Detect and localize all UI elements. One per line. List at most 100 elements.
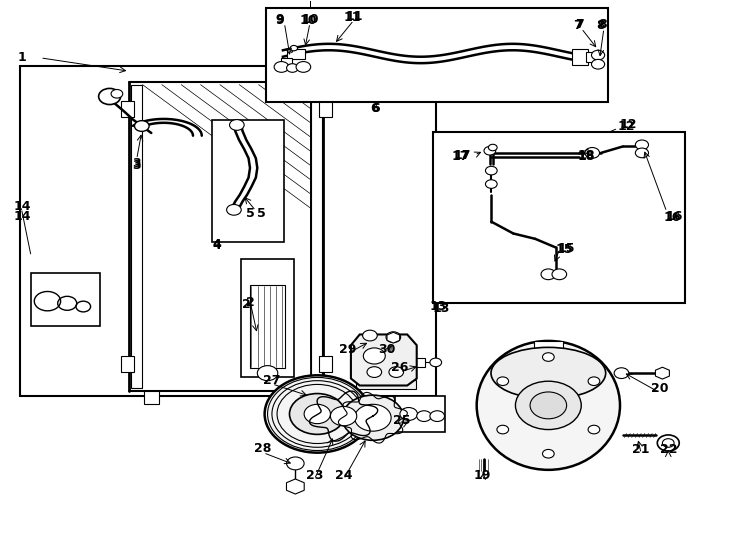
Text: 6: 6 <box>371 103 380 116</box>
Circle shape <box>592 59 605 69</box>
Text: 9: 9 <box>276 14 284 26</box>
Bar <box>212 119 283 242</box>
Bar <box>356 380 416 389</box>
Circle shape <box>386 332 401 342</box>
Circle shape <box>530 392 567 419</box>
Circle shape <box>296 62 310 72</box>
Ellipse shape <box>491 347 606 399</box>
Text: 5: 5 <box>257 207 266 220</box>
Circle shape <box>488 144 497 151</box>
Text: 23: 23 <box>305 469 323 482</box>
Text: 10: 10 <box>299 14 317 26</box>
Text: 8: 8 <box>598 18 607 31</box>
Text: 24: 24 <box>335 469 352 482</box>
Bar <box>241 259 294 377</box>
Circle shape <box>400 408 418 421</box>
Text: 10: 10 <box>301 12 319 25</box>
Circle shape <box>657 435 679 451</box>
Circle shape <box>662 438 674 447</box>
Text: 9: 9 <box>276 12 284 25</box>
Circle shape <box>588 426 600 434</box>
Circle shape <box>342 395 404 440</box>
Text: 17: 17 <box>452 150 469 163</box>
Text: 3: 3 <box>132 159 141 172</box>
Circle shape <box>636 140 649 150</box>
Text: 28: 28 <box>255 442 272 455</box>
Text: 14: 14 <box>13 210 31 223</box>
Bar <box>120 356 134 372</box>
Bar <box>280 58 291 64</box>
Text: 3: 3 <box>132 157 141 170</box>
Circle shape <box>497 377 509 386</box>
Bar <box>395 396 445 432</box>
Circle shape <box>614 368 629 379</box>
Bar <box>534 341 563 354</box>
Bar <box>415 358 426 367</box>
Bar <box>144 391 159 404</box>
Circle shape <box>111 90 123 98</box>
Circle shape <box>389 367 404 377</box>
Bar <box>433 132 685 303</box>
Text: 16: 16 <box>666 210 683 223</box>
Circle shape <box>484 146 495 155</box>
Text: 7: 7 <box>573 19 582 32</box>
Text: 5: 5 <box>246 207 255 220</box>
Circle shape <box>265 375 370 453</box>
Circle shape <box>485 166 497 175</box>
Text: 15: 15 <box>557 242 575 255</box>
Text: 4: 4 <box>213 238 222 251</box>
Circle shape <box>515 381 581 429</box>
Text: 12: 12 <box>618 119 636 132</box>
Text: 13: 13 <box>433 302 450 315</box>
Bar <box>319 101 332 117</box>
Circle shape <box>636 148 649 158</box>
Circle shape <box>286 457 304 470</box>
Bar <box>319 356 332 372</box>
Polygon shape <box>351 334 417 386</box>
Circle shape <box>542 353 554 361</box>
Circle shape <box>585 147 600 158</box>
Text: 18: 18 <box>578 150 595 163</box>
Text: 4: 4 <box>213 239 222 252</box>
Bar <box>131 85 142 388</box>
Circle shape <box>497 426 509 434</box>
Text: 11: 11 <box>344 11 361 24</box>
Text: 16: 16 <box>664 211 681 224</box>
Text: 27: 27 <box>264 374 280 387</box>
Bar <box>20 66 437 396</box>
Circle shape <box>290 45 297 51</box>
Bar <box>310 85 321 388</box>
Circle shape <box>541 269 556 280</box>
Text: 15: 15 <box>556 243 573 256</box>
Text: 17: 17 <box>454 148 470 161</box>
Circle shape <box>363 330 377 341</box>
Bar <box>586 52 594 62</box>
Circle shape <box>304 404 330 424</box>
Circle shape <box>230 119 244 130</box>
Text: 11: 11 <box>345 10 363 23</box>
Circle shape <box>485 180 497 188</box>
Text: 2: 2 <box>242 299 251 312</box>
Circle shape <box>367 367 382 377</box>
Circle shape <box>330 407 357 426</box>
Text: 6: 6 <box>370 103 379 116</box>
Bar <box>266 9 608 103</box>
Bar <box>120 101 134 117</box>
Bar <box>31 273 100 326</box>
Circle shape <box>98 89 120 105</box>
Text: 7: 7 <box>575 18 584 31</box>
Circle shape <box>430 411 445 422</box>
Text: 29: 29 <box>339 343 357 356</box>
Bar <box>294 391 308 404</box>
Text: 22: 22 <box>660 443 677 456</box>
Bar <box>286 49 305 59</box>
Text: 8: 8 <box>597 19 606 32</box>
Text: 1: 1 <box>18 51 26 64</box>
Circle shape <box>134 120 149 131</box>
Circle shape <box>286 64 298 72</box>
Text: 18: 18 <box>578 148 595 161</box>
Circle shape <box>289 394 345 434</box>
Text: 12: 12 <box>619 118 637 131</box>
Circle shape <box>592 50 605 60</box>
Circle shape <box>430 358 442 367</box>
